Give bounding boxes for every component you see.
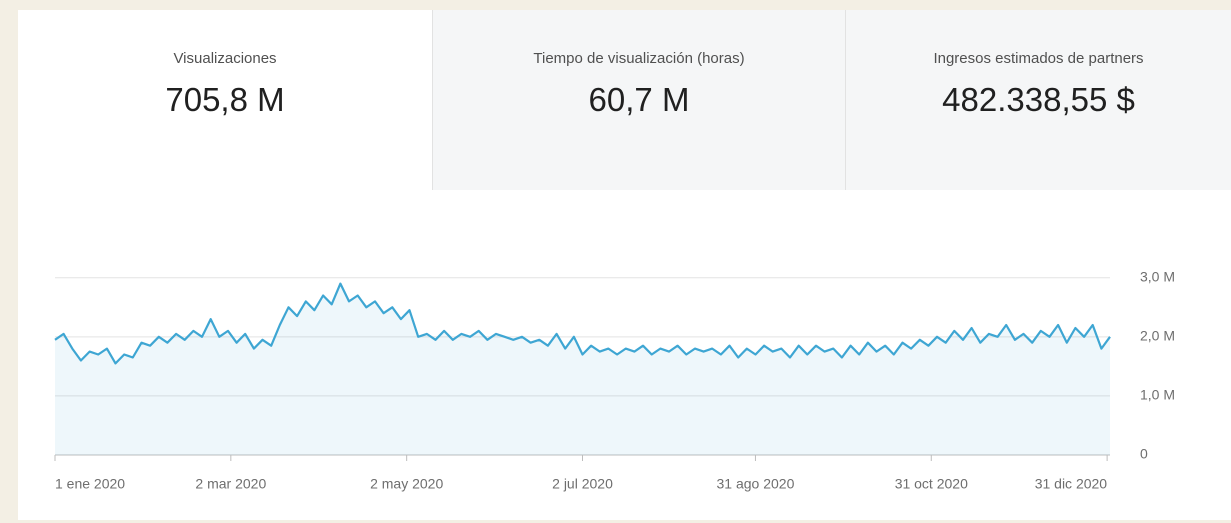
tab-value: 482.338,55 $ bbox=[942, 81, 1135, 118]
line bbox=[54, 282, 1111, 365]
x-tick-label: 31 dic 2020 bbox=[1035, 476, 1108, 492]
x-tick-label: 31 oct 2020 bbox=[895, 476, 968, 492]
tab[interactable]: Tiempo de visualización (horas) 60,7 M bbox=[432, 10, 845, 190]
y-tick-label: 3,0 M bbox=[1140, 268, 1175, 284]
y-tick-label: 0 bbox=[1140, 446, 1148, 462]
tab-value: 60,7 M bbox=[588, 81, 690, 118]
tab[interactable]: Ingresos estimados de partners 482.338,5… bbox=[845, 10, 1231, 190]
tab-label: Ingresos estimados de partners bbox=[933, 50, 1144, 67]
tab-value: 705,8 M bbox=[165, 81, 285, 118]
x-tick-label: 31 ago 2020 bbox=[717, 476, 795, 492]
y-tick-label: 2,0 M bbox=[1140, 328, 1175, 344]
tab-label: Visualizaciones bbox=[173, 50, 277, 67]
tab[interactable]: Visualizaciones 705,8 M bbox=[18, 10, 432, 190]
x-tick-label: 2 mar 2020 bbox=[195, 476, 266, 492]
tab-label: Tiempo de visualización (horas) bbox=[533, 50, 745, 67]
y-tick-label: 1,0 M bbox=[1140, 387, 1175, 403]
x-tick-label: 2 jul 2020 bbox=[552, 476, 613, 492]
area bbox=[55, 283, 1110, 455]
analytics-card: Visualizaciones 705,8 M Tiempo de visual… bbox=[18, 10, 1231, 520]
x-tick-label: 1 ene 2020 bbox=[55, 476, 125, 492]
x-tick-label: 2 may 2020 bbox=[370, 476, 443, 492]
